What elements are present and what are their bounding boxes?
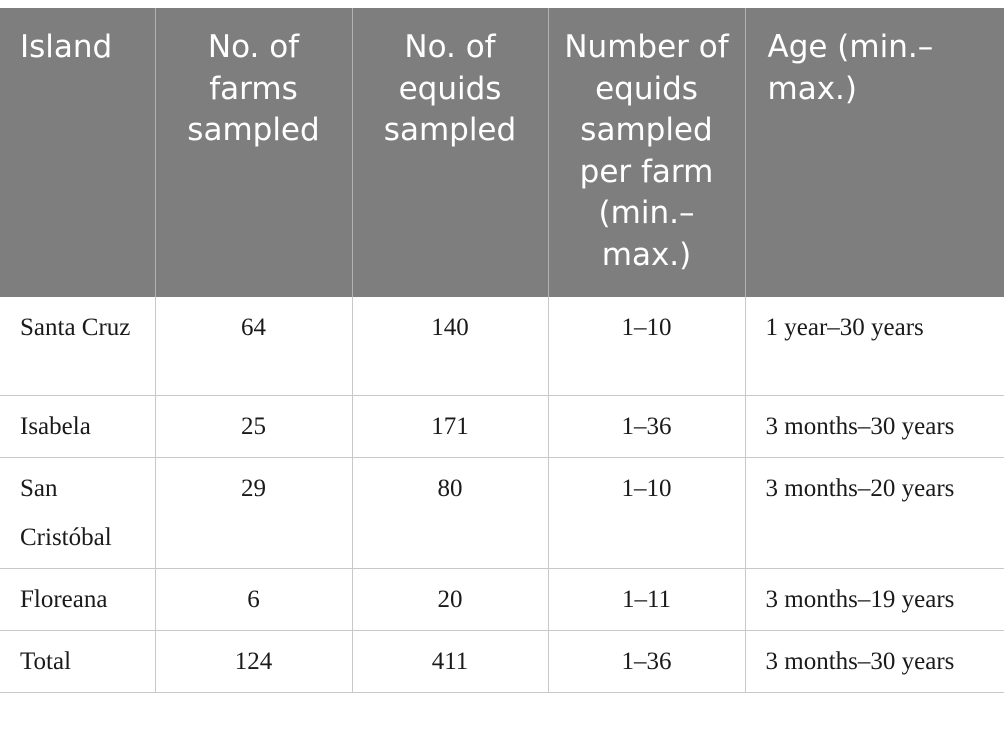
cell-equids: 80	[352, 457, 549, 569]
table-row: Santa Cruz 64 140 1–10 1 year–30 years	[0, 297, 1004, 396]
table-row: Floreana 6 20 1–11 3 months–19 years	[0, 568, 1004, 631]
cell-age: 3 months–30 years	[745, 630, 1004, 693]
cell-per-farm: 1–10	[548, 297, 746, 396]
cell-farms: 25	[155, 395, 353, 458]
header-age: Age (min.–max.)	[745, 8, 1004, 297]
header-row: Island No. of farms sampled No. of equid…	[0, 8, 1004, 297]
cell-farms: 6	[155, 568, 353, 631]
cell-island: Santa Cruz	[0, 297, 156, 396]
data-table: Island No. of farms sampled No. of equid…	[0, 8, 1004, 693]
header-equids-per-farm: Number of equids sampled per farm (min.–…	[548, 8, 746, 297]
cell-age: 3 months–20 years	[745, 457, 1004, 569]
table-row-total: Total 124 411 1–36 3 months–30 years	[0, 630, 1004, 693]
cell-equids: 20	[352, 568, 549, 631]
cell-per-farm: 1–11	[548, 568, 746, 631]
cell-island: Isabela	[0, 395, 156, 458]
cell-age: 3 months–30 years	[745, 395, 1004, 458]
cell-per-farm: 1–36	[548, 395, 746, 458]
header-island: Island	[0, 8, 156, 297]
cell-island: San Cristóbal	[0, 457, 156, 569]
cell-per-farm: 1–10	[548, 457, 746, 569]
cell-farms: 29	[155, 457, 353, 569]
cell-equids: 140	[352, 297, 549, 396]
table-row: San Cristóbal 29 80 1–10 3 months–20 yea…	[0, 457, 1004, 569]
cell-per-farm: 1–36	[548, 630, 746, 693]
cell-farms: 124	[155, 630, 353, 693]
table-row: Isabela 25 171 1–36 3 months–30 years	[0, 395, 1004, 458]
table-body: Santa Cruz 64 140 1–10 1 year–30 years I…	[0, 297, 1004, 693]
cell-equids: 411	[352, 630, 549, 693]
table-header: Island No. of farms sampled No. of equid…	[0, 8, 1004, 297]
cell-island: Total	[0, 630, 156, 693]
cell-equids: 171	[352, 395, 549, 458]
cell-age: 3 months–19 years	[745, 568, 1004, 631]
cell-age: 1 year–30 years	[745, 297, 1004, 396]
cell-farms: 64	[155, 297, 353, 396]
header-farms-sampled: No. of farms sampled	[155, 8, 353, 297]
header-equids-sampled: No. of equids sampled	[352, 8, 549, 297]
cell-island: Floreana	[0, 568, 156, 631]
